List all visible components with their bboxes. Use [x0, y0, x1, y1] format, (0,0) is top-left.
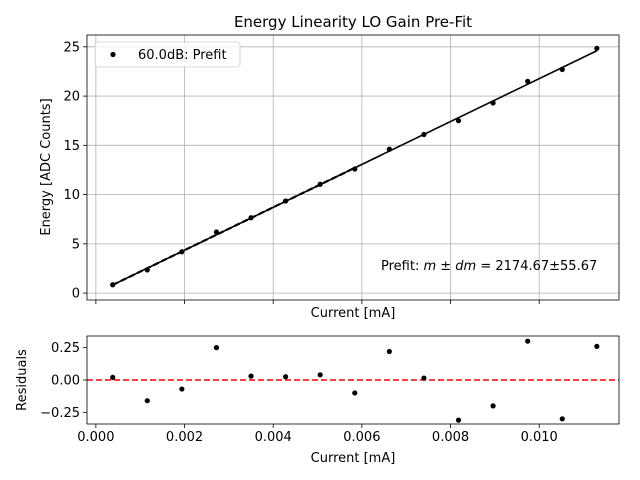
- energy-point: [525, 78, 531, 84]
- legend-label: 60.0dB: Prefit: [138, 48, 227, 63]
- bottom-x-tick-label: 0.000: [77, 430, 114, 445]
- bottom-y-tick-label: −0.25: [40, 406, 80, 421]
- fit-annotation-value: = 2174.67±55.67: [476, 259, 597, 274]
- legend: 60.0dB: Prefit: [94, 41, 241, 68]
- residual-point: [386, 348, 392, 355]
- top-y-tick-label: 0: [72, 287, 80, 302]
- residual-point: [525, 338, 531, 344]
- residual-points: [110, 338, 600, 423]
- top-axes-frame: [86, 34, 620, 301]
- energy-point: [317, 181, 323, 187]
- energy-point: [490, 100, 496, 106]
- energy-points: [110, 45, 600, 288]
- bottom-x-tick-label: 0.008: [432, 430, 469, 445]
- residual-point: [179, 386, 185, 392]
- energy-point: [179, 249, 185, 255]
- fit-annotation: Prefit: m ± dm = 2174.67±55.67: [381, 259, 597, 274]
- residual-point: [559, 416, 565, 422]
- fit-annotation-prefix: Prefit:: [381, 259, 423, 274]
- bottom-x-tick-label: 0.004: [255, 430, 292, 445]
- residual-point: [317, 372, 323, 378]
- top-y-tick-label: 25: [63, 40, 80, 55]
- residual-point: [594, 343, 600, 349]
- energy-plot: 0 5 10 15 20 25 Energy Linearity LO Gain Pre-…: [39, 13, 620, 321]
- energy-point: [594, 45, 600, 51]
- bottom-x-tick-label: 0.010: [521, 430, 558, 445]
- legend-box: [94, 41, 241, 68]
- residual-point: [490, 403, 496, 409]
- residual-point: [213, 345, 220, 351]
- residuals-plot: 0.000 0.002 0.004 0.006 0.008 0.010 −0.25 0.00 0…: [15, 335, 620, 466]
- bottom-x-tick-label: 0.002: [166, 430, 203, 445]
- bottom-x-tick-label: 0.006: [343, 430, 380, 445]
- energy-point: [386, 146, 392, 152]
- top-y-tick-label: 20: [63, 90, 80, 105]
- top-y-tick-label: 15: [63, 139, 80, 154]
- energy-point: [110, 282, 116, 288]
- residual-point: [248, 373, 254, 379]
- bottom-y-tick-label: 0.25: [51, 341, 80, 356]
- energy-point: [421, 131, 427, 138]
- energy-point: [283, 198, 289, 204]
- residual-point: [283, 374, 289, 380]
- chart-title: Energy Linearity LO Gain Pre-Fit: [234, 13, 472, 31]
- top-y-tick-label: 10: [63, 188, 80, 203]
- top-y-axis-label: Energy [ADC Counts]: [39, 98, 54, 235]
- energy-point: [559, 66, 565, 73]
- bottom-ticks: 0.000 0.002 0.004 0.006 0.008 0.010 −0.25 0.00 0…: [40, 341, 558, 445]
- bottom-x-axis-label: Current [mA]: [311, 451, 396, 466]
- energy-point: [455, 118, 462, 124]
- residual-point: [421, 375, 427, 381]
- energy-point: [213, 229, 220, 235]
- top-ticks: 0 5 10 15 20 25: [63, 40, 540, 304]
- top-y-tick-label: 5: [72, 237, 80, 252]
- residual-point: [144, 398, 150, 404]
- top-x-axis-label: Current [mA]: [311, 306, 396, 321]
- energy-point: [248, 215, 254, 221]
- legend-marker: [110, 51, 116, 58]
- bottom-y-tick-label: 0.00: [51, 374, 80, 389]
- residual-point: [110, 374, 116, 381]
- residual-point: [352, 390, 358, 396]
- bottom-y-axis-label: Residuals: [15, 349, 30, 411]
- energy-point: [144, 267, 150, 273]
- residual-point: [455, 417, 462, 423]
- fit-annotation-math: m ± dm: [423, 259, 476, 274]
- energy-point: [352, 166, 358, 172]
